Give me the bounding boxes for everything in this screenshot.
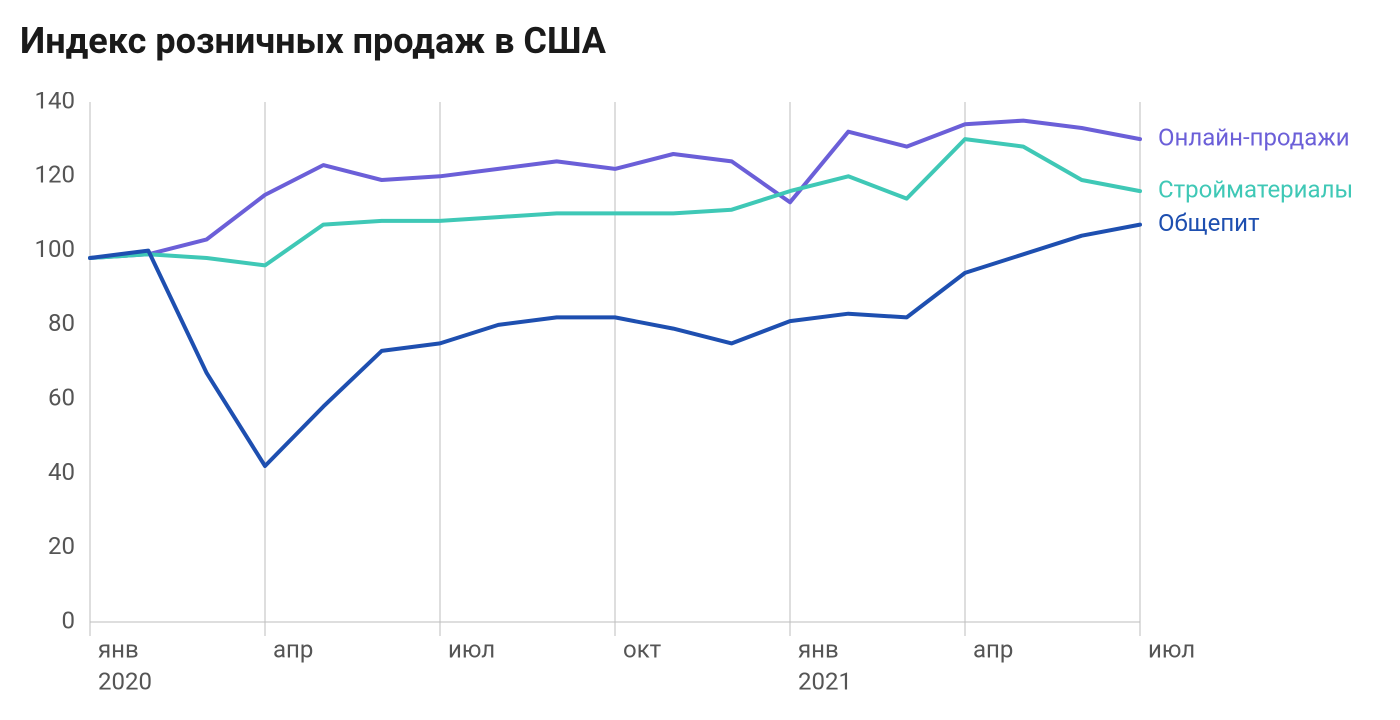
x-tick-label: янв [798,636,839,664]
x-year-label: 2020 [98,668,152,696]
x-year-label: 2021 [798,668,852,696]
chart: 0 20 40 60 80 100 120 140 янв апр июл окт янв апр июл 2… [20,92,1400,720]
y-tick-label: 120 [35,161,75,189]
y-tick-label: 0 [62,606,76,634]
x-tick-label: июл [448,636,495,664]
x-tick-label: апр [273,636,313,664]
series-label: Общепит [1158,209,1260,237]
x-tick-label: окт [623,636,662,664]
y-tick-label: 40 [48,458,75,486]
x-tick-label: июл [1148,636,1195,664]
chart-svg: 0 20 40 60 80 100 120 140 янв апр июл окт янв апр июл 2… [20,92,1400,720]
y-tick-label: 100 [35,235,75,263]
y-tick-label: 140 [35,92,75,114]
chart-title: Индекс розничных продаж в США [20,20,1400,62]
y-tick-label: 60 [48,383,75,411]
series-label: Онлайн-продажи [1158,123,1350,151]
series-label: Стройматериалы [1158,175,1353,203]
x-tick-label: янв [98,636,139,664]
y-tick-label: 20 [48,532,75,560]
x-tick-label: апр [973,636,1013,664]
y-tick-label: 80 [48,309,75,337]
